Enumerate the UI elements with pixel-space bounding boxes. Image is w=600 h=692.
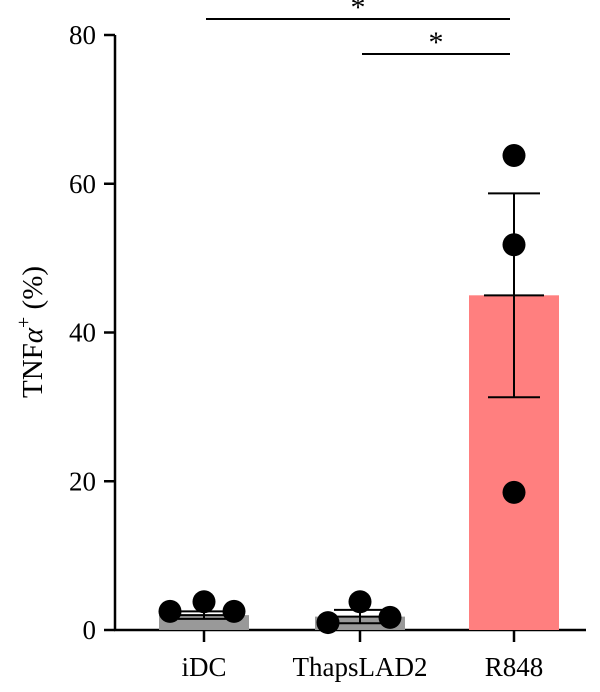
- data-point: [222, 599, 246, 623]
- data-point: [378, 605, 402, 629]
- y-axis-title: TNFα+ (%): [13, 266, 49, 398]
- y-tick-label: 60: [69, 169, 96, 199]
- y-title-greek: α: [17, 327, 49, 343]
- x-tick-label-r848: R848: [485, 652, 544, 682]
- data-point: [502, 480, 526, 504]
- y-axis-title-text: TNFα+ (%): [13, 266, 49, 398]
- significance-brackets: **: [206, 0, 510, 59]
- y-tick-label: 0: [83, 615, 97, 645]
- significance-star: *: [429, 26, 444, 59]
- x-axis: iDC ThapsLAD2 R848: [114, 628, 586, 682]
- data-point: [348, 590, 372, 614]
- data-points: [158, 143, 526, 635]
- x-tick-label-idc: iDC: [181, 652, 226, 682]
- significance-star: *: [351, 0, 366, 24]
- data-point: [502, 143, 526, 167]
- y-title-sup: +: [13, 317, 35, 328]
- data-point: [158, 599, 182, 623]
- y-tick-label: 40: [69, 318, 96, 348]
- data-point: [192, 590, 216, 614]
- y-title-unit: (%): [17, 266, 49, 317]
- bars: [159, 295, 559, 630]
- y-tick-label: 80: [69, 20, 96, 50]
- data-point: [502, 233, 526, 257]
- x-tick-label-thapslad2: ThapsLAD2: [293, 652, 428, 682]
- y-title-base: TNF: [17, 343, 49, 398]
- y-tick-label: 20: [69, 466, 96, 496]
- data-point: [316, 611, 340, 635]
- y-axis: 0 20 40 60 80: [69, 20, 117, 645]
